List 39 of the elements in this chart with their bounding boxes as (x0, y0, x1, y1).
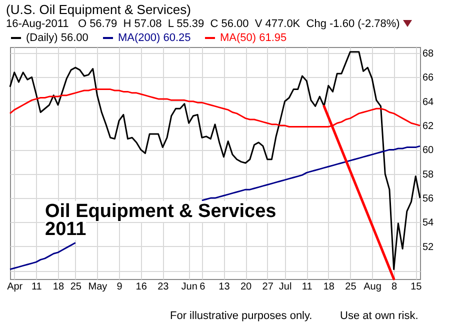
legend-label: MA(50) 61.95 (220, 32, 287, 44)
y-tick-label: 58 (422, 169, 434, 180)
legend-label: (Daily) 56.00 (26, 32, 88, 44)
chart-subtitle: 16-Aug-2011 O 56.79 H 57.08 L 55.39 C 56.00 V 477.0K Chg -1.60 (-2.78%) (6, 18, 401, 30)
x-tick-label: Jun (181, 282, 198, 292)
x-tick-label: 27 (262, 282, 274, 292)
x-tick-label: 20 (240, 282, 252, 292)
y-tick-label: 64 (422, 96, 434, 108)
text: Use at own risk. (340, 310, 418, 322)
y-tick-label: 66 (422, 72, 434, 84)
legend-label: MA(200) 60.25 (118, 32, 191, 44)
y-tick-label: 68 (422, 48, 434, 60)
y-tick-label: 52 (422, 242, 434, 253)
chart-title: (U.S. Oil Equipment & Services) (6, 2, 191, 17)
x-tick-label: May (88, 282, 108, 292)
annotation: 2011 (45, 219, 86, 240)
x-tick-label: Apr (7, 282, 24, 292)
x-tick-label: 13 (218, 282, 230, 292)
x-tick-label: 25 (345, 282, 357, 292)
x-tick-label: 6 (200, 282, 206, 292)
x-tick-label: 25 (70, 282, 82, 292)
text: For illustrative purposes only. (170, 310, 312, 322)
y-tick-label: 56 (422, 194, 434, 205)
line-series (9, 51, 421, 270)
x-tick-label: 8 (392, 282, 398, 292)
x-tick-label: 18 (323, 282, 335, 292)
x-tick-label: 9 (116, 282, 123, 292)
y-tick-label: 62 (422, 121, 434, 132)
x-tick-label: 23 (158, 282, 170, 292)
x-tick-label: 18 (52, 282, 64, 292)
x-tick-label: 16 (136, 282, 148, 292)
annotation: Oil Equipment & Services (45, 201, 276, 222)
x-tick-label: 15 (410, 282, 422, 292)
x-tick-label: Jul (278, 282, 292, 292)
y-tick-label: 60 (422, 145, 434, 156)
y-tick-label: 54 (422, 218, 434, 229)
x-tick-label: Aug (364, 282, 382, 292)
x-tick-label: 11 (302, 282, 313, 292)
x-tick-label: 11 (31, 282, 42, 292)
